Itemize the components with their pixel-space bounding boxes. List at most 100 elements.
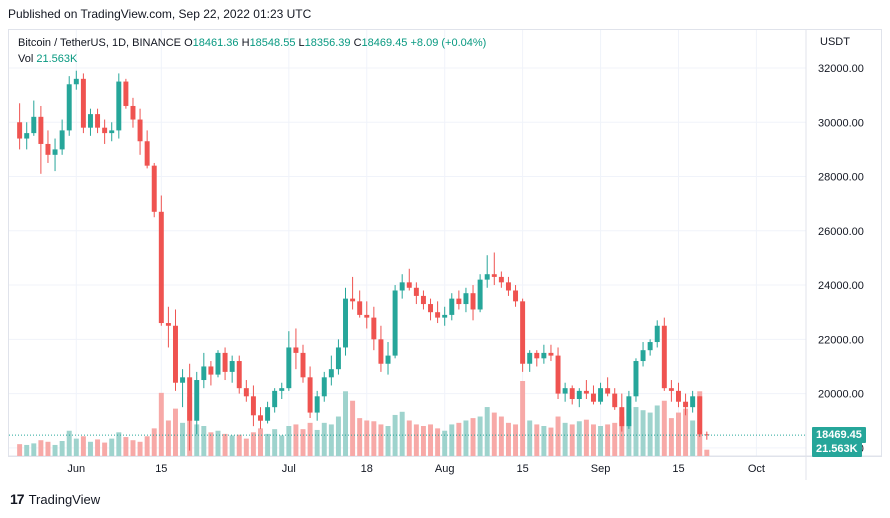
candle-body (668, 388, 674, 391)
candle-body (80, 78, 86, 128)
candle-body (555, 355, 561, 394)
candle-body (463, 293, 469, 305)
candle-body (392, 290, 398, 356)
candle-body (357, 301, 363, 315)
y-tick-label: 22000.00 (818, 334, 864, 346)
candle-body (647, 342, 653, 351)
candle-body (321, 377, 327, 397)
volume-bar (222, 433, 228, 456)
volume-bar (541, 426, 547, 456)
volume-bar (279, 435, 285, 456)
volume-bar (498, 416, 504, 456)
volume-bar (442, 430, 448, 456)
y-tick-label: 32000.00 (818, 63, 864, 75)
candle-body (194, 380, 200, 421)
volume-bar (116, 432, 122, 456)
candle-body (626, 396, 632, 427)
volume-bar (605, 424, 611, 456)
tradingview-brand[interactable]: 17 TradingView (10, 491, 100, 507)
candle-body (619, 407, 625, 427)
volume-bar (357, 418, 363, 456)
volume-bar (378, 424, 384, 456)
volume-bar (534, 424, 540, 456)
candle-body (378, 339, 384, 364)
volume-bar (31, 443, 37, 456)
volume-bar (321, 422, 327, 456)
x-tick-label: 15 (672, 463, 684, 475)
candle-body (130, 105, 136, 120)
candle-body (250, 396, 256, 416)
volume-bar (704, 449, 710, 456)
volume-bar (215, 430, 221, 456)
volume-bar (477, 416, 483, 456)
volume-bar (73, 438, 79, 456)
candle-body (449, 298, 455, 315)
candle-body (697, 396, 703, 435)
volume-bar (569, 424, 575, 456)
candle-body (144, 141, 150, 166)
candle-body (612, 393, 618, 408)
candle-body (272, 390, 278, 408)
candle-body (420, 295, 426, 305)
y-tick-label: 26000.00 (818, 226, 864, 238)
volume-bar (576, 421, 582, 456)
candle-body (371, 317, 377, 340)
volume-value: 21.563K (36, 53, 78, 65)
candle-body (222, 352, 228, 372)
volume-bar (328, 424, 334, 456)
candle-body (520, 301, 526, 364)
candle-body (279, 388, 285, 391)
volume-bar (130, 440, 136, 456)
volume-bar (520, 381, 526, 456)
volume-bar (250, 432, 256, 456)
symbol-title[interactable]: Bitcoin / TetherUS, 1D, BINANCE (18, 37, 182, 49)
volume-bar (491, 412, 497, 456)
candle-body (116, 81, 122, 131)
candle-body (399, 282, 405, 291)
candle-body (95, 114, 101, 128)
candle-body (343, 298, 348, 348)
candle-body (258, 415, 263, 421)
volume-bar (293, 424, 299, 456)
volume-bar (562, 422, 568, 456)
candle-body (158, 211, 164, 324)
candle-body (633, 361, 639, 397)
legend-change: +8.09 (+0.04%) (410, 37, 487, 49)
x-tick-label: Aug (435, 463, 455, 475)
candle-body (456, 298, 462, 305)
volume-bar (335, 416, 341, 456)
volume-bar (229, 435, 235, 456)
price-currency[interactable]: USDT (820, 36, 850, 48)
volume-bar (151, 428, 157, 456)
x-tick-label: 18 (361, 463, 373, 475)
candle-body (265, 407, 271, 421)
volume-bar (590, 424, 596, 456)
candle-body (385, 355, 391, 364)
volume-bar (470, 418, 476, 456)
candle-body (350, 298, 356, 302)
volume-bar (647, 412, 653, 456)
volume-bar (236, 434, 242, 456)
candle-body (208, 366, 214, 375)
candle-body (661, 325, 667, 389)
volume-bar (527, 420, 533, 456)
volume-bar (165, 420, 171, 456)
candle-body (87, 114, 93, 128)
candle-body (31, 116, 37, 134)
last-volume-badge: 21.563K (812, 441, 862, 457)
candle-body (229, 361, 235, 372)
candle-body (73, 78, 79, 85)
volume-bar (66, 430, 72, 456)
volume-bar (505, 422, 511, 456)
candle-body (109, 130, 115, 134)
candle-body (640, 350, 646, 362)
candle-body (243, 388, 249, 397)
candle-body (24, 133, 30, 139)
candle-body (413, 287, 419, 296)
y-tick-label: 24000.00 (818, 280, 864, 292)
candle-body (683, 401, 689, 408)
volume-bar (371, 421, 377, 456)
volume-bar (243, 438, 249, 456)
volume-bar (385, 426, 391, 456)
